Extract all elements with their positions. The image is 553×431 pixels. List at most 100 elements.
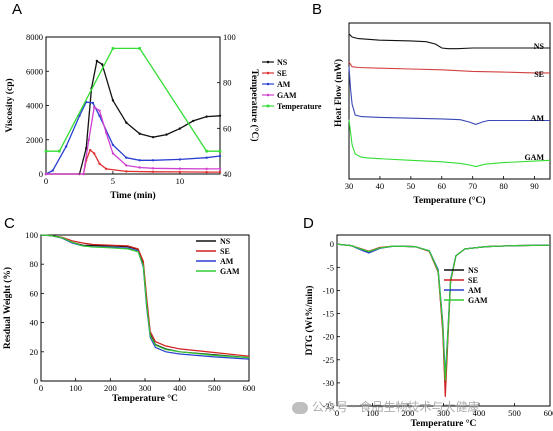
y-tick-label-a: 4000 [26,101,43,111]
data-point-temperature [44,149,48,153]
data-point-ns [218,114,222,117]
x-tick-label-b: 60 [438,181,447,191]
plot-frame-b [348,22,551,180]
x-tick-label-d: 100 [366,408,379,418]
y-tick-label-c: 60 [30,288,39,298]
data-point-gam [111,152,115,155]
data-point-am [111,143,115,147]
y-tick-label-d: -20 [323,332,334,342]
data-point-gam [178,167,182,170]
data-point-ns [178,127,182,130]
x-tick-label-c: 100 [69,383,82,393]
curve-label-se: SE [534,70,544,79]
plot-frame-d [336,234,551,407]
data-point-ns [101,63,104,66]
legend-label-gam: GAM [277,91,297,100]
x-tick-label-d: 0 [335,408,339,418]
series-line-gam [336,243,551,381]
y2-tick-label-a: 100 [223,32,236,42]
data-point-temperature [138,47,141,50]
x-tick-label-c: 500 [208,383,221,393]
legend-label-se: SE [220,247,230,256]
data-point-am [91,101,95,105]
data-point-se [151,170,155,173]
data-point-ns [125,121,128,124]
data-point-temperature [111,47,115,50]
y-tick-label-a: 6000 [26,66,43,76]
data-point-gam [98,109,101,112]
legend-marker-se [266,71,270,75]
panel-label-B: B [312,1,322,18]
x-tick-label-d: 500 [508,408,521,418]
y-axis-label-b: Heat Flow (mW) [333,59,344,127]
data-point-temperature [58,149,61,153]
y-tick-label-d: -5 [327,262,334,272]
legend-label-se: SE [468,276,478,285]
data-point-gam [105,131,108,135]
legend-label-am: AM [468,286,482,295]
legend-label-ns: NS [277,58,288,67]
plot-frame-a [45,36,221,175]
legend-label-temperature: Temperature [277,102,322,111]
x-tick-label-c: 400 [173,383,186,393]
y-tick-label-d: -30 [323,378,334,388]
wechat-icon [292,401,308,414]
series-line-se [348,61,550,74]
series-line-se [46,148,220,175]
panel-label-C: C [4,215,15,232]
legend-label-ns: NS [220,237,231,246]
y-tick-label-d: -35 [323,401,334,411]
y2-tick-label-a: 80 [223,78,232,88]
data-point-se [125,170,128,173]
x-tick-label-d: 600 [544,408,553,418]
y-tick-label-a: 0 [39,169,43,179]
x-axis-label-a: Time (min) [110,190,155,201]
curve-label-ns: NS [534,42,545,51]
x-tick-label-d: 400 [473,408,486,418]
data-point-ns [205,115,208,118]
x-axis-label-d: Temperature °C [411,418,477,429]
watermark: 公众号 · 食品生物技术与大健康 [292,398,479,415]
data-point-se [105,167,108,171]
watermark-text: 公众号 · 食品生物技术与大健康 [312,400,480,414]
y2-tick-label-a: 60 [223,123,232,133]
data-point-am [64,145,68,148]
data-point-gam [44,172,48,176]
y-axis-label-a: Viscosity (cp) [4,78,15,132]
data-point-se [218,170,222,174]
plot-frame-c [40,234,250,382]
data-point-am [218,154,222,158]
x-tick-label-b: 30 [345,181,354,191]
data-point-temperature [218,149,222,153]
series-line-am [40,234,250,360]
y-tick-label-d: -15 [323,309,334,319]
y-tick-label-d: 0 [330,239,334,249]
data-point-se [88,148,92,152]
data-point-ns [111,99,115,102]
data-point-gam [82,172,85,176]
x-tick-label-c: 200 [104,383,117,393]
data-point-ns [138,132,141,135]
y-axis-label-d: DTG (Wt%/min) [304,286,315,356]
y-tick-label-c: 40 [30,318,39,328]
data-point-se [92,152,96,155]
data-point-am [205,156,208,159]
series-line-gam [348,119,551,168]
series-line-gam [46,106,220,175]
data-point-am [51,169,54,172]
data-point-gam [218,167,222,171]
series-line-am [45,101,221,175]
panel-c: 0 100 200 300 400 500 600 0 20 40 60 80 100 NSSEAMGAM… [2,215,255,404]
legend-label-gam: GAM [220,267,240,276]
panel-label-A: A [12,1,22,18]
legend-marker-ns [266,60,270,64]
data-point-gam [151,167,155,170]
x-tick-label-d: 300 [437,408,450,418]
x-tick-label-b: 70 [468,181,477,191]
y-tick-label-d: -25 [323,355,334,365]
series-line-ns [40,234,250,359]
series-line-ns [348,33,550,50]
legend-marker-gam [266,93,270,97]
y2-tick-label-a: 40 [223,169,232,179]
